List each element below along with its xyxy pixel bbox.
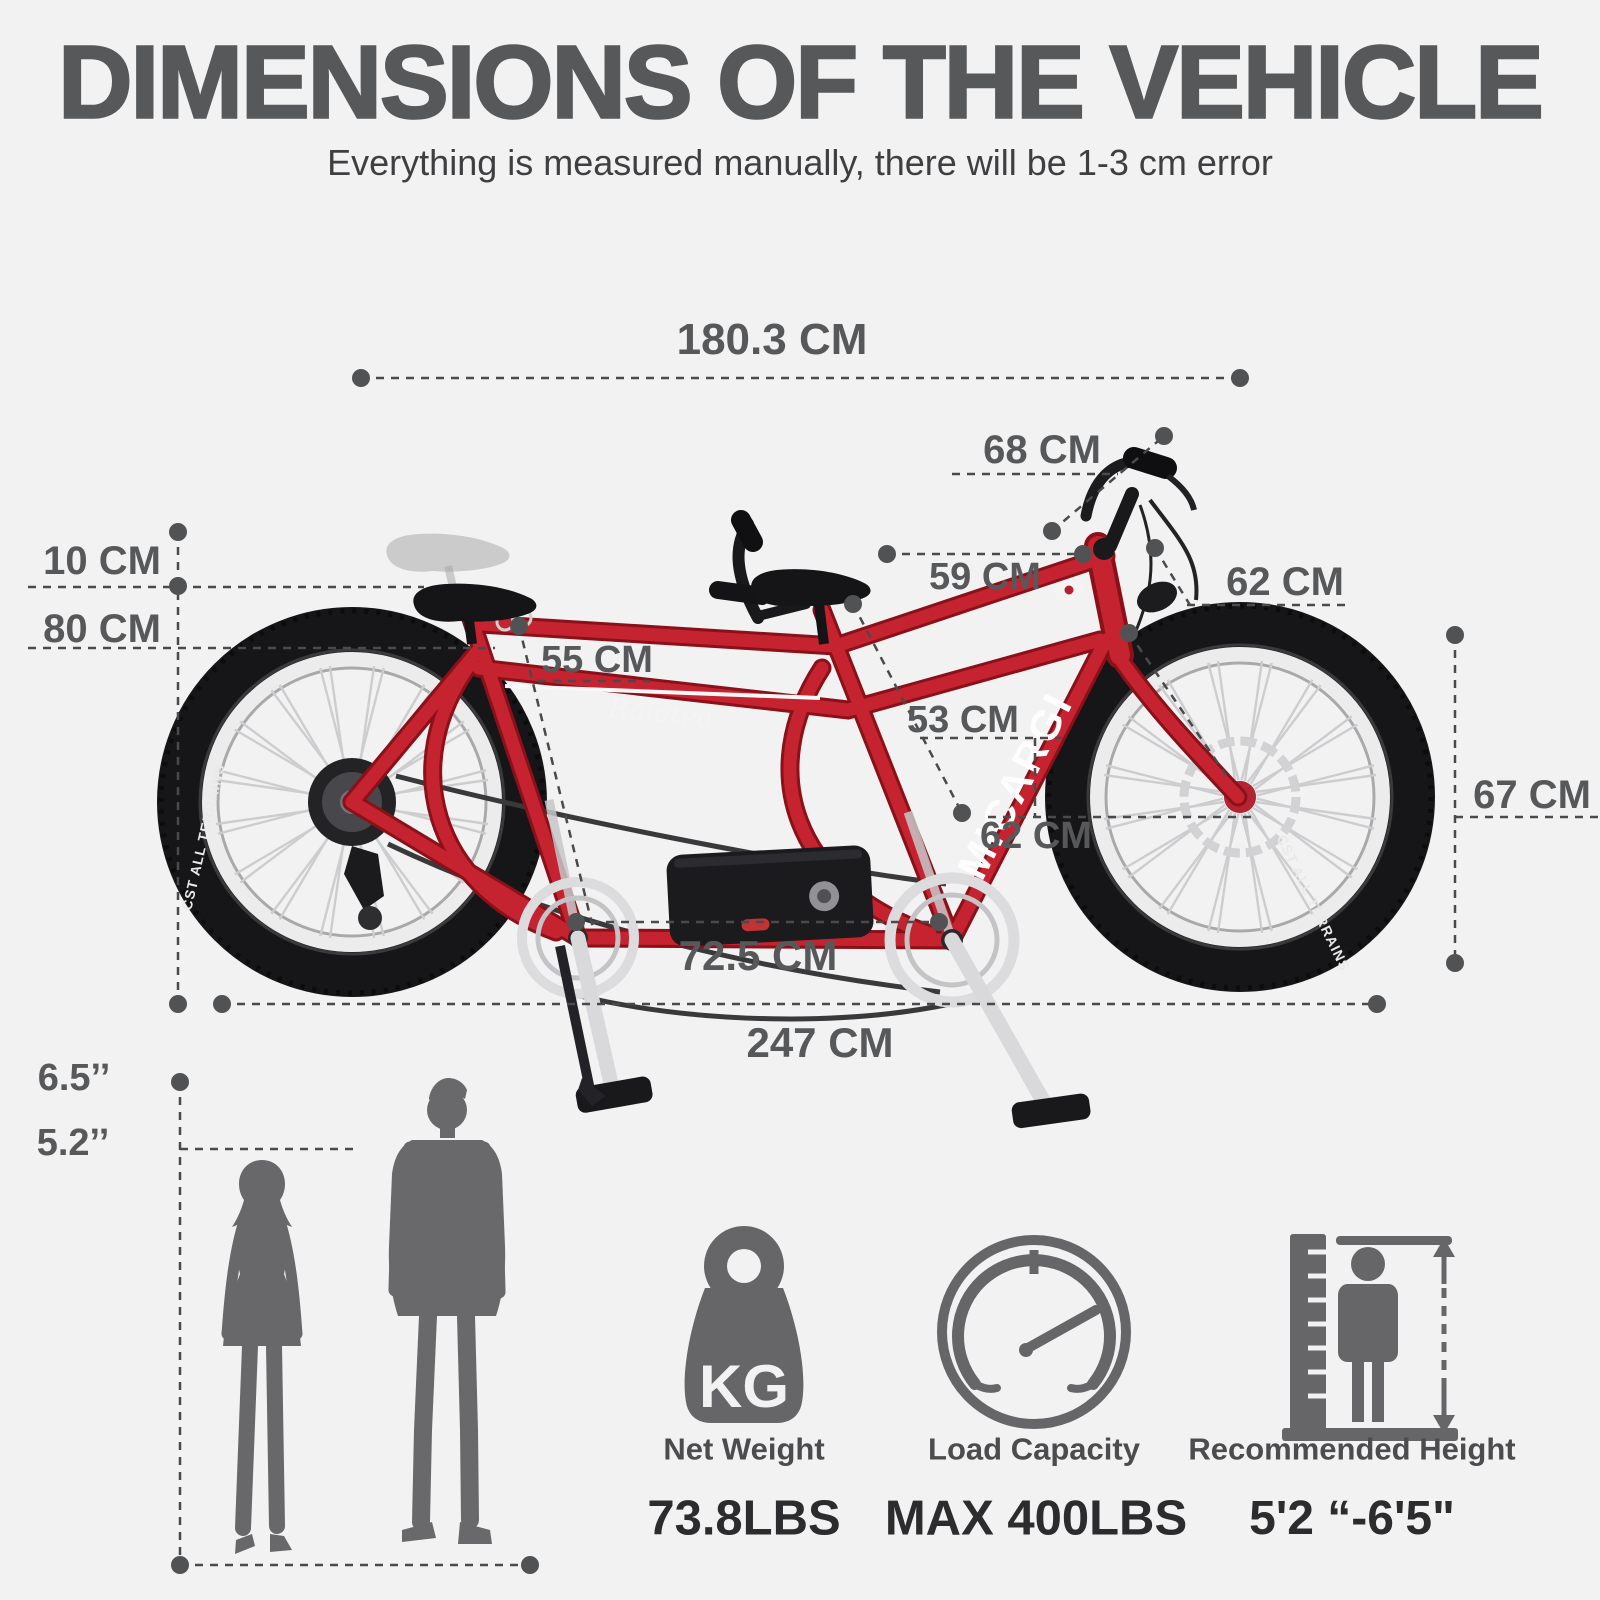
weight-kg-icon: KG xyxy=(684,1226,804,1423)
page-title: DIMENSIONS OF THE VEHICLE xyxy=(57,24,1545,140)
head-badge xyxy=(1054,579,1084,601)
dim-seat-height: 80 CM xyxy=(43,607,161,651)
dim-front-seat-tube: 53 CM xyxy=(907,699,1019,741)
load-capacity-label: Load Capacity xyxy=(928,1431,1140,1467)
recommended-height-value: 5'2 “-6'5" xyxy=(1249,1492,1455,1545)
dim-line-bottom-front xyxy=(988,624,1252,819)
man-silhouette xyxy=(388,1078,506,1544)
kg-badge-text: KG xyxy=(699,1353,789,1420)
cassette-derailleur xyxy=(308,758,396,930)
dim-line-seat-height xyxy=(28,523,495,1013)
net-weight-label: Net Weight xyxy=(663,1431,825,1467)
net-weight-value: 73.8LBS xyxy=(647,1491,841,1546)
recommended-height-label: Recommended Height xyxy=(1188,1431,1516,1467)
dim-seat-raise: 10 CM xyxy=(43,539,161,583)
headlight xyxy=(1136,581,1178,613)
dim-bottom-front: 62 CM xyxy=(980,815,1092,857)
dim-overall-top: 180.3 CM xyxy=(676,315,868,364)
speedometer-icon xyxy=(937,1235,1131,1429)
ghost-saddle xyxy=(386,533,510,572)
dim-line-overall-length xyxy=(213,995,1386,1013)
height-ruler-icon xyxy=(1282,1234,1458,1441)
dim-min-rider-height: 5.2’’ xyxy=(36,1122,110,1164)
dim-line-overall-top xyxy=(352,369,1249,387)
dim-line-rider-height xyxy=(171,1073,539,1574)
dim-max-rider-height: 6.5’’ xyxy=(37,1057,111,1099)
dim-line-wheel-height xyxy=(1446,626,1600,972)
dim-rear-seat-tube: 55 CM xyxy=(541,639,653,681)
dim-handlebar-width: 68 CM xyxy=(983,428,1101,472)
woman-silhouette xyxy=(221,1160,303,1554)
tandem-bike-illustration: MICARGI Raiatea xyxy=(161,447,1431,1129)
dim-wheel-height: 67 CM xyxy=(1473,773,1591,817)
dim-crank-distance: 72.5 CM xyxy=(678,932,838,979)
load-capacity-value: MAX 400LBS xyxy=(884,1491,1188,1546)
front-handlebar xyxy=(1080,447,1199,641)
chrome-accent-tube xyxy=(504,684,821,700)
dim-line-front-seat-tube xyxy=(844,595,1062,822)
dim-line-seat-to-stem xyxy=(878,545,1092,563)
dim-seat-to-stem: 59 CM xyxy=(929,556,1041,598)
dim-head-tube: 62 CM xyxy=(1226,560,1344,604)
dim-line-crank-distance xyxy=(567,913,948,931)
page-subtitle: Everything is measured manually, there w… xyxy=(327,142,1273,183)
dim-line-handlebar-width xyxy=(952,427,1173,540)
dimension-lines xyxy=(28,369,1600,1574)
dim-line-rear-seat-tube xyxy=(510,617,650,933)
dim-overall-length: 247 CM xyxy=(746,1019,894,1066)
rear-saddle xyxy=(413,583,537,622)
kickstand xyxy=(555,944,595,1092)
dim-line-head-tube xyxy=(1146,539,1348,607)
